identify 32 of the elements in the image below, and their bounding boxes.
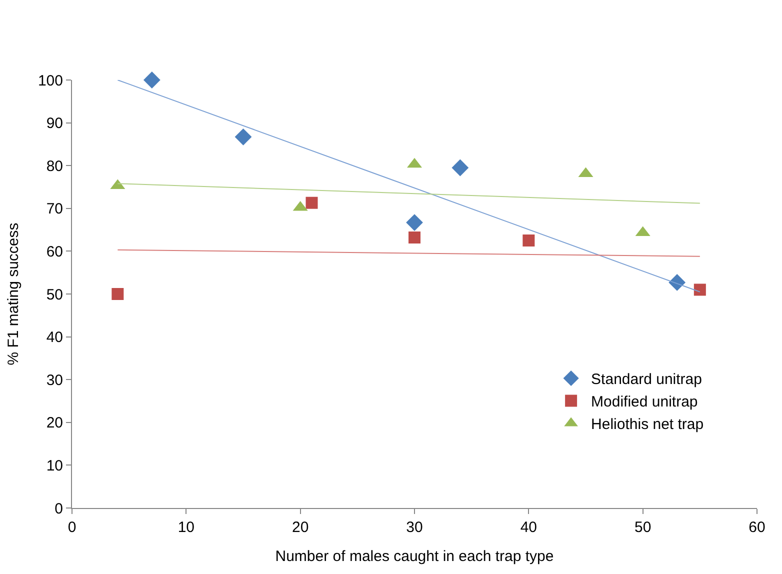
legend-label: Modified unitrap bbox=[591, 394, 698, 411]
point bbox=[406, 214, 423, 231]
point bbox=[143, 72, 160, 88]
y-tick-label: 20 bbox=[46, 414, 63, 432]
y-tick-label: 70 bbox=[46, 200, 63, 218]
point bbox=[522, 234, 535, 246]
legend-label: Heliothis net trap bbox=[591, 416, 704, 434]
x-tick-label: 20 bbox=[292, 519, 309, 536]
x-tick-label: 10 bbox=[178, 519, 195, 536]
point bbox=[408, 232, 420, 244]
y-tick-label: 80 bbox=[46, 158, 63, 175]
y-tick-label: 40 bbox=[46, 329, 63, 346]
x-tick-label: 60 bbox=[748, 519, 766, 536]
y-tick-label: 30 bbox=[46, 372, 63, 389]
legend-label: Standard unitrap bbox=[591, 371, 702, 388]
y-tick-label: 10 bbox=[46, 457, 63, 474]
x-axis-title: Number of males caught in each trap type bbox=[275, 548, 554, 565]
y-tick-label: 90 bbox=[46, 115, 63, 132]
y-axis-title: % F1 mating success bbox=[5, 222, 22, 366]
point bbox=[452, 159, 469, 176]
x-tick-label: 30 bbox=[406, 519, 423, 536]
point bbox=[694, 284, 706, 296]
point bbox=[306, 196, 318, 209]
y-tick-label: 0 bbox=[54, 500, 63, 518]
y-tick-label: 60 bbox=[46, 243, 63, 260]
point bbox=[112, 288, 124, 300]
x-tick-label: 50 bbox=[634, 519, 652, 536]
y-tick-label: 50 bbox=[46, 286, 63, 304]
y-tick-label: 100 bbox=[38, 72, 63, 90]
x-tick-label: 0 bbox=[68, 519, 76, 536]
x-tick-label: 40 bbox=[520, 519, 538, 536]
point bbox=[234, 128, 252, 146]
